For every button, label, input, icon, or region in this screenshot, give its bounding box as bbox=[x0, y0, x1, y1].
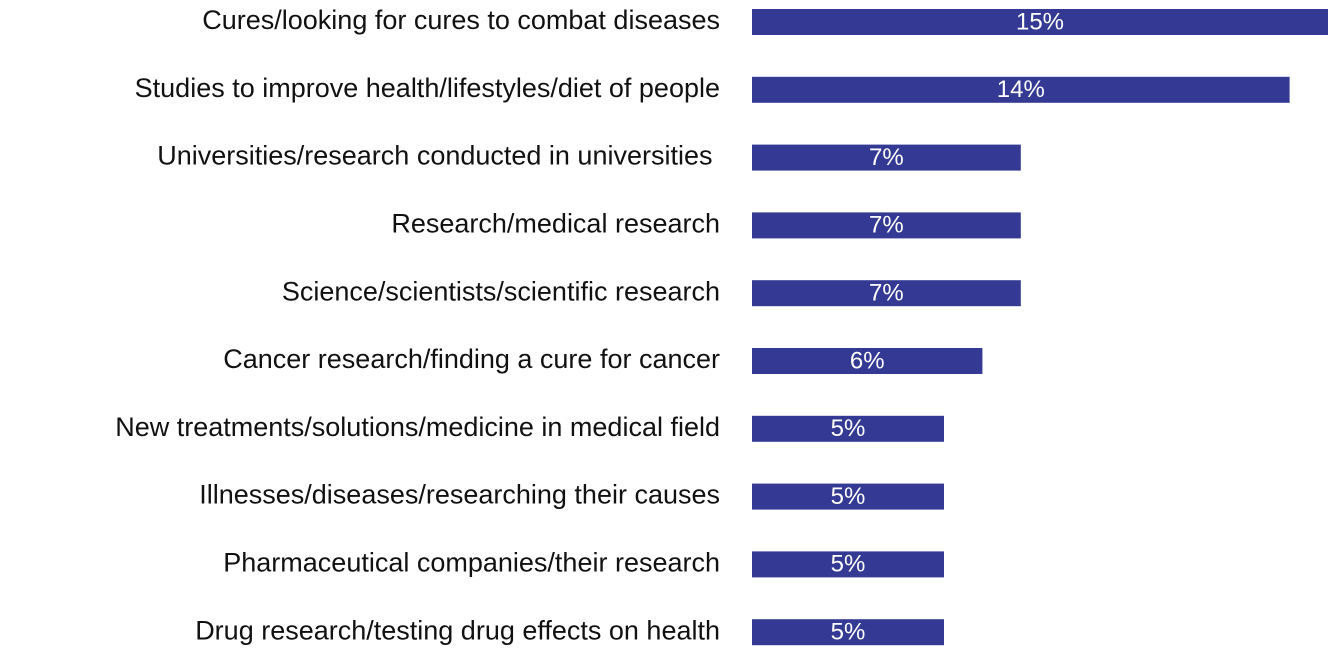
value-label: 5% bbox=[831, 415, 866, 442]
bar bbox=[752, 9, 1328, 35]
bar bbox=[752, 212, 1021, 239]
bar bbox=[752, 483, 944, 510]
bar bbox=[752, 619, 944, 646]
value-label: 7% bbox=[869, 212, 904, 239]
value-label: 5% bbox=[831, 551, 866, 578]
value-label: 15% bbox=[1016, 8, 1064, 35]
bar bbox=[752, 144, 1021, 171]
bar bbox=[752, 280, 1021, 307]
value-label: 6% bbox=[850, 347, 885, 374]
value-label: 14% bbox=[997, 76, 1045, 103]
bar bbox=[752, 415, 944, 442]
bar bbox=[752, 348, 983, 374]
value-label: 5% bbox=[831, 483, 866, 510]
category-label: Studies to improve health/lifestyles/die… bbox=[135, 73, 720, 103]
bar bbox=[752, 76, 1290, 103]
category-label: Drug research/testing drug effects on he… bbox=[195, 615, 720, 645]
category-label: Illnesses/diseases/researching their cau… bbox=[199, 480, 720, 510]
value-label: 5% bbox=[831, 619, 866, 646]
category-label: Pharmaceutical companies/their research bbox=[223, 548, 720, 578]
category-label: New treatments/solutions/medicine in med… bbox=[115, 412, 720, 442]
category-label: Cancer research/finding a cure for cance… bbox=[223, 344, 720, 374]
category-label: Cures/looking for cures to combat diseas… bbox=[202, 5, 720, 35]
bar bbox=[752, 551, 944, 578]
category-label: Science/scientists/scientific research bbox=[282, 276, 720, 306]
value-label: 7% bbox=[869, 144, 904, 171]
category-label: Universities/research conducted in unive… bbox=[157, 141, 720, 171]
category-label: Research/medical research bbox=[391, 209, 720, 239]
value-label: 7% bbox=[869, 280, 904, 307]
